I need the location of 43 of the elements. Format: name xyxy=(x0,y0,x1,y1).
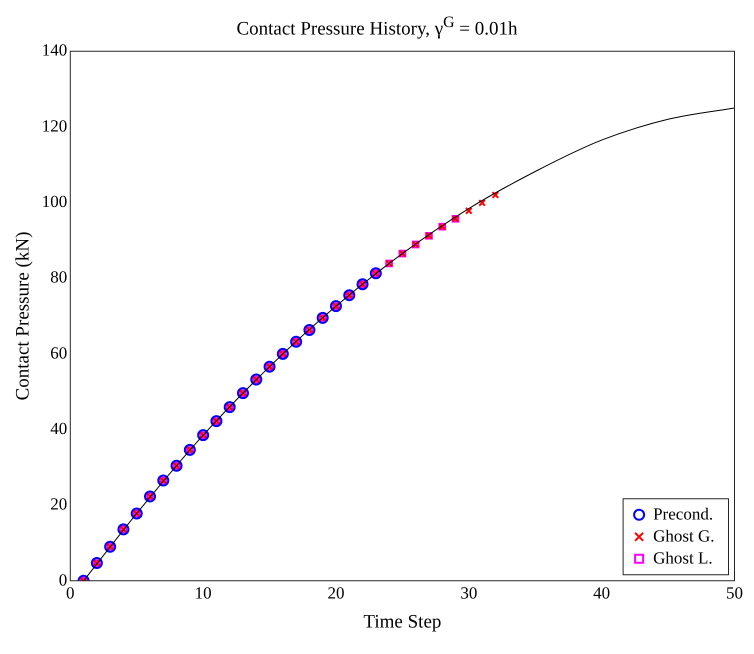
point xyxy=(130,507,143,520)
point xyxy=(330,300,342,312)
y-axis-title: Contact Pressure (kN) xyxy=(12,232,34,400)
point xyxy=(90,557,103,570)
point xyxy=(492,191,500,199)
point xyxy=(157,474,170,487)
point xyxy=(316,312,329,324)
y-tick-label: 140 xyxy=(42,40,68,60)
point xyxy=(276,348,289,360)
point xyxy=(464,207,473,215)
point xyxy=(104,540,116,553)
legend-label: Ghost L. xyxy=(653,548,713,568)
point xyxy=(184,444,196,456)
point xyxy=(370,267,382,280)
x-tick-label: 20 xyxy=(327,583,344,602)
point xyxy=(250,374,262,386)
y-tick-label: 0 xyxy=(58,570,68,590)
legend-label: Ghost G. xyxy=(653,526,715,546)
point xyxy=(224,401,236,414)
point xyxy=(478,199,486,207)
x-axis-title: Time Step xyxy=(363,612,442,633)
point xyxy=(264,360,276,373)
point xyxy=(170,460,183,472)
y-tick-label: 120 xyxy=(42,116,68,136)
y-tick-label: 80 xyxy=(50,268,68,287)
y-tick-label: 100 xyxy=(42,192,68,211)
x-tick-label: 30 xyxy=(460,583,478,602)
point xyxy=(356,278,369,290)
point xyxy=(144,490,156,502)
legend-label: Precond. xyxy=(653,504,714,524)
point xyxy=(210,415,222,428)
x-tick-label: 10 xyxy=(194,583,212,602)
x-tick-label: 50 xyxy=(726,583,743,602)
point xyxy=(197,429,210,442)
y-tick-label: 60 xyxy=(50,343,68,362)
chart-title: Contact Pressure History, γ$^{G}$ = 0.01h xyxy=(235,13,519,40)
point xyxy=(236,387,249,400)
y-tick-label: 40 xyxy=(50,418,68,438)
x-tick-label: 40 xyxy=(593,583,610,602)
point xyxy=(290,336,302,348)
point xyxy=(303,324,316,336)
y-tick-label: 20 xyxy=(50,494,68,514)
point xyxy=(117,523,130,536)
